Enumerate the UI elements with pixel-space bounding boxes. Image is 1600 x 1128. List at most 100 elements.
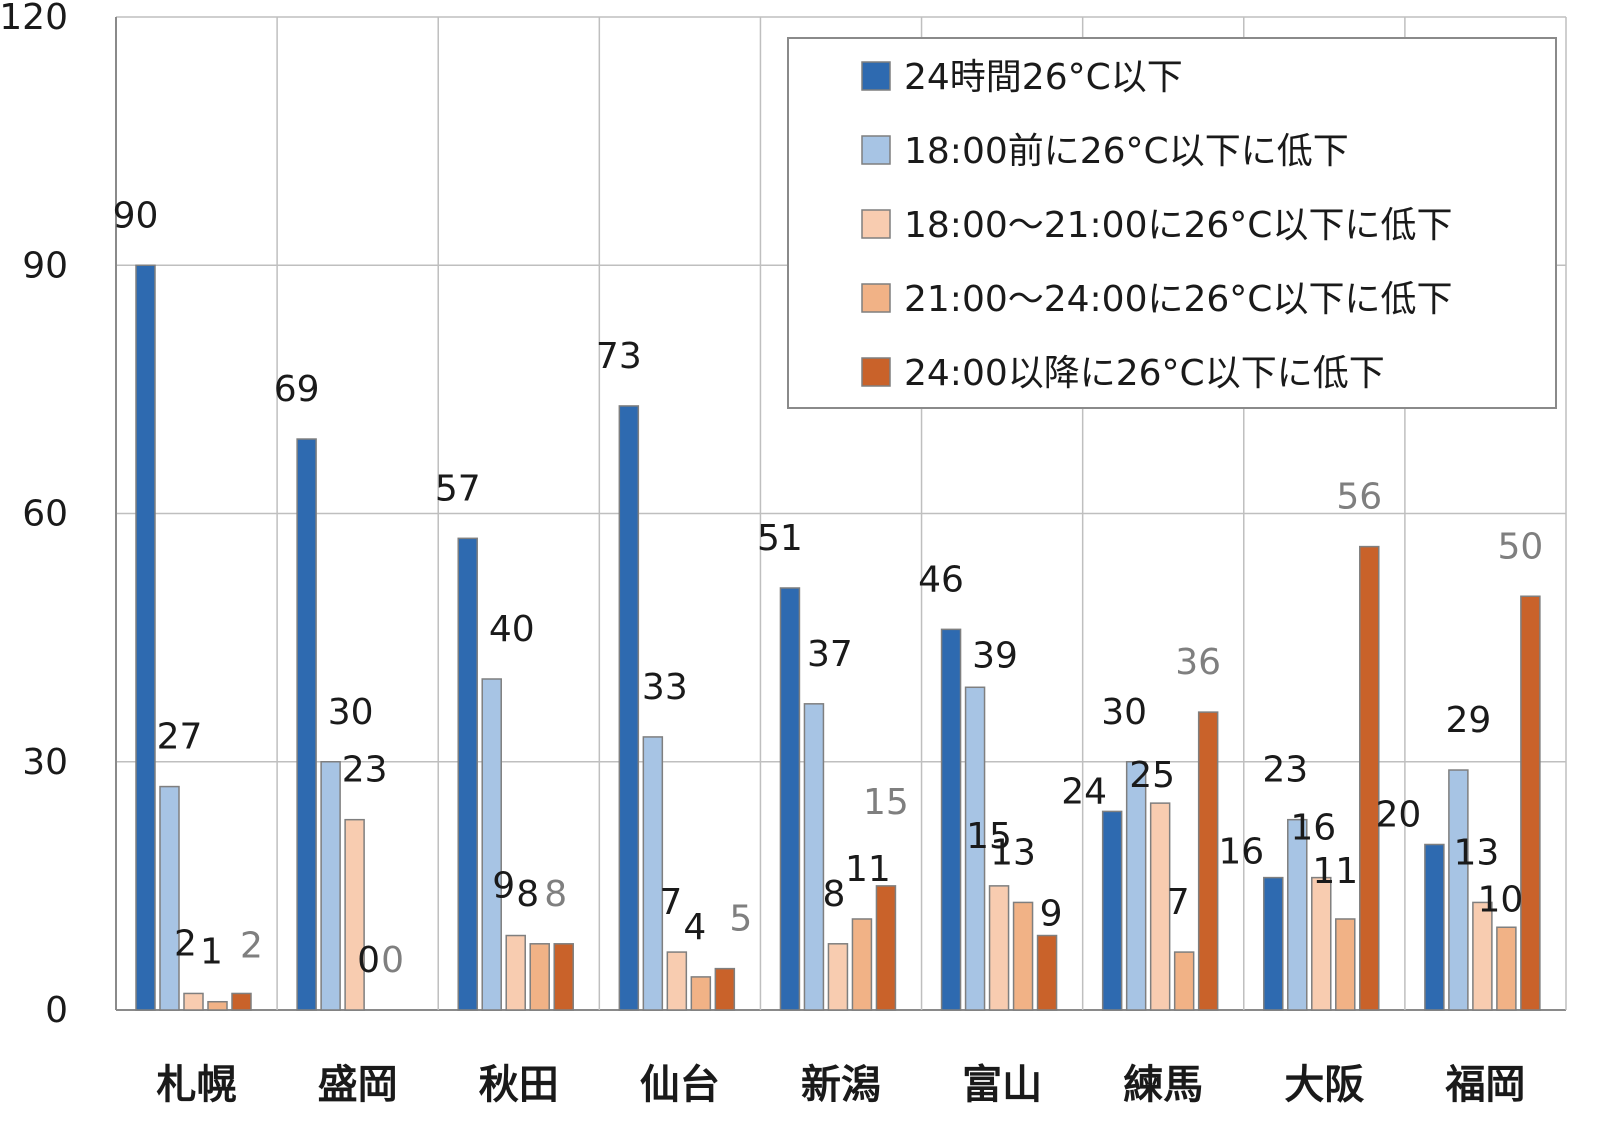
- data-label: 69: [274, 369, 320, 410]
- bar: [1335, 918, 1356, 1011]
- data-label: 13: [1453, 832, 1499, 873]
- y-tick-label: 0: [45, 990, 68, 1031]
- data-label: 51: [757, 518, 803, 559]
- x-axis-categories: 札幌 盛岡 秋田 仙台 新潟 富山 練馬 大阪 福岡: [157, 1062, 1526, 1108]
- bar: [183, 992, 204, 1011]
- bar: [1424, 843, 1445, 1011]
- data-label: 8: [822, 874, 845, 915]
- data-label: 7: [1167, 882, 1190, 923]
- data-label: 30: [1101, 692, 1147, 733]
- bar: [457, 537, 478, 1011]
- bar: [481, 678, 502, 1011]
- category-label: 新潟: [801, 1062, 881, 1108]
- bar: [1287, 818, 1308, 1011]
- bar: [231, 992, 252, 1011]
- bar: [1263, 876, 1284, 1011]
- data-label: 27: [157, 717, 203, 758]
- data-label: 1: [200, 932, 223, 973]
- y-axis-ticks: 0 30 60 90 120: [0, 0, 68, 1031]
- data-label: 50: [1497, 526, 1543, 567]
- data-label: 9: [1040, 894, 1063, 935]
- data-label: 20: [1375, 795, 1421, 836]
- data-label: 11: [1312, 851, 1358, 892]
- bar: [988, 885, 1010, 1011]
- bar: [1197, 711, 1219, 1011]
- legend-label: 18:00前に26°C以下に低下: [904, 131, 1349, 172]
- bar: [1125, 761, 1147, 1011]
- category-label: 仙台: [640, 1062, 720, 1108]
- bar: [1101, 810, 1123, 1011]
- legend-swatch: [861, 135, 891, 165]
- bar: [940, 628, 962, 1011]
- data-label: 13: [990, 832, 1036, 873]
- legend-box: [787, 37, 1557, 409]
- data-label: 33: [642, 667, 688, 708]
- data-label: 57: [435, 468, 481, 509]
- category-label: 福岡: [1444, 1062, 1525, 1108]
- data-label: 90: [113, 195, 159, 236]
- bar: [320, 761, 341, 1011]
- bar: [207, 1000, 228, 1011]
- bar: [1173, 951, 1195, 1011]
- legend-label: 18:00～21:00に26°C以下に低下: [904, 205, 1452, 246]
- bar: [666, 951, 688, 1011]
- bar: [803, 703, 825, 1011]
- data-label: 15: [966, 816, 1012, 857]
- legend-swatch: [861, 209, 891, 239]
- bar: [159, 785, 180, 1011]
- legend: 24時間26°C以下 18:00前に26°C以下に低下 18:00～21:00に26…: [787, 37, 1557, 409]
- bar: [618, 405, 640, 1011]
- data-label: 36: [1175, 642, 1221, 683]
- bar: [1520, 595, 1541, 1011]
- data-label: 23: [1262, 750, 1308, 791]
- bar: [1448, 769, 1469, 1011]
- legend-label: 24時間26°C以下: [904, 57, 1183, 98]
- data-label: 25: [1129, 755, 1175, 796]
- data-label: 16: [1290, 808, 1336, 849]
- bar: [135, 264, 156, 1011]
- legend-label: 21:00～24:00に26°C以下に低下: [904, 279, 1452, 320]
- bar: [344, 818, 365, 1011]
- data-label: 29: [1445, 700, 1491, 741]
- data-label: 40: [489, 609, 535, 650]
- data-label: 73: [596, 336, 642, 377]
- data-label: 8: [516, 874, 539, 915]
- legend-swatch: [861, 61, 891, 91]
- data-label: 2: [240, 925, 263, 966]
- bar: [505, 934, 526, 1011]
- legend-label: 24:00以降に26°C以下に低下: [904, 353, 1385, 394]
- bar: [690, 976, 712, 1011]
- category-label: 富山: [962, 1062, 1042, 1108]
- category-label: 札幌: [157, 1062, 237, 1108]
- bars: [135, 264, 1541, 1011]
- category-label: 盛岡: [318, 1062, 398, 1108]
- bar: [964, 686, 986, 1011]
- data-label: 7: [659, 882, 682, 923]
- bar: [714, 967, 736, 1011]
- data-label: 23: [342, 750, 388, 791]
- bar: [553, 943, 574, 1011]
- bar: [642, 736, 664, 1011]
- data-label: 5: [729, 899, 752, 940]
- data-label: 9: [492, 866, 515, 907]
- data-label: 24: [1061, 771, 1107, 812]
- data-label: 8: [544, 874, 567, 915]
- category-label: 秋田: [479, 1062, 559, 1108]
- data-label: 15: [863, 782, 909, 823]
- category-label: 練馬: [1123, 1062, 1203, 1108]
- data-label: 30: [328, 692, 374, 733]
- legend-swatch: [861, 357, 891, 387]
- bar: [1311, 876, 1332, 1011]
- data-label: 37: [807, 634, 853, 675]
- data-label: 0: [357, 940, 380, 981]
- data-label: 46: [918, 559, 964, 600]
- bar: [875, 885, 897, 1011]
- bar: [1012, 901, 1034, 1011]
- data-label: 4: [683, 907, 706, 948]
- bar: [529, 943, 550, 1011]
- bar: [1036, 934, 1058, 1011]
- y-tick-label: 60: [22, 494, 68, 535]
- data-label: 16: [1218, 832, 1264, 873]
